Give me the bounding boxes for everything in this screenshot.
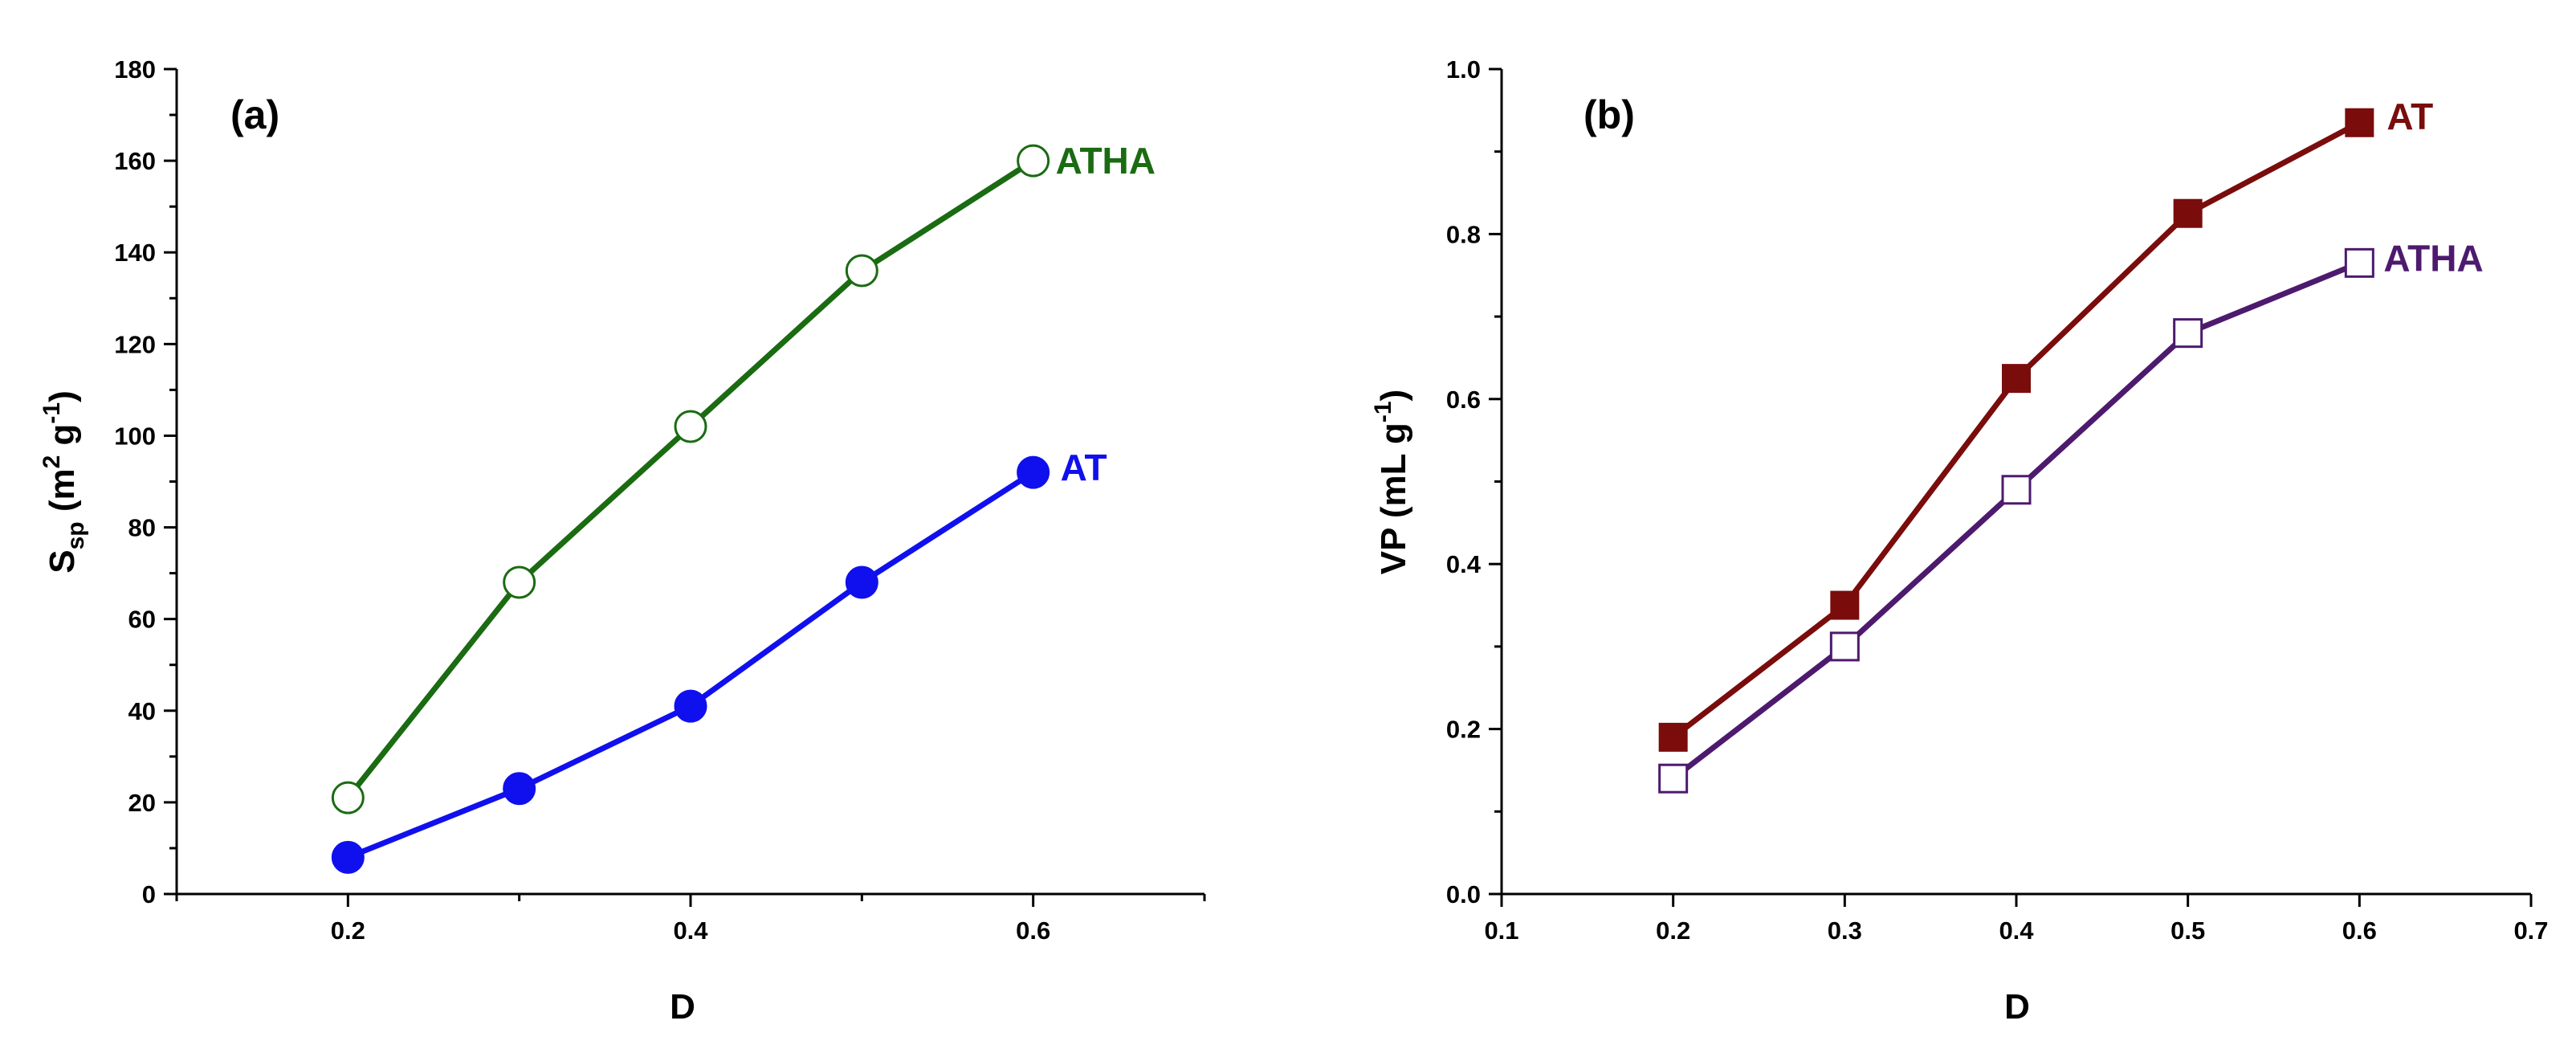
y-tick-label: 1.0 (1446, 55, 1481, 84)
y-title-a-rest: (m (43, 468, 82, 521)
y-title-a-sup2: -1 (39, 402, 65, 424)
x-tick-label: 0.6 (1016, 916, 1050, 945)
series-a: ATHA AT (331, 140, 1156, 874)
y-tick-label: 40 (128, 697, 156, 725)
x-tick-label: 0.5 (2170, 916, 2205, 945)
data-point-at-0 (1658, 722, 1688, 752)
y-tick-label: 100 (114, 422, 156, 450)
panel-a-label: (a) (230, 92, 279, 137)
data-point-atha-4 (1017, 144, 1050, 178)
y-title-a-sup1: 2 (39, 455, 65, 469)
x-tick-label: 0.7 (2513, 916, 2548, 945)
y-tick-label: 0 (142, 880, 156, 908)
y-title-b-sup: -1 (1370, 401, 1396, 423)
series-line-atha (1671, 260, 2361, 781)
x-axis-title-a: D (670, 987, 695, 1027)
x-tick-label: 0.1 (1484, 916, 1518, 945)
x-axis-title-b: D (2004, 987, 2030, 1027)
y-title-a-sub: sp (63, 521, 89, 549)
series-line-at (1671, 120, 2361, 740)
x-tick-label: 0.6 (2342, 916, 2377, 945)
y-title-a-mid: g (43, 424, 82, 455)
ticks-a: 0.2 0.4 0.6 0 20 40 60 80 100 120 140 160 180 (114, 55, 1206, 945)
panel-b-label: (b) (1584, 92, 1635, 137)
data-point-at-1 (503, 772, 536, 806)
data-point-at-4 (1017, 455, 1050, 489)
series-label-at: AT (1061, 447, 1107, 488)
data-point-atha-1 (503, 565, 536, 599)
series-b: AT ATHA (1658, 96, 2484, 794)
y-tick-label: 0.4 (1446, 550, 1482, 578)
data-point-at-4 (2345, 108, 2374, 137)
y-title-a-end: ) (43, 390, 82, 402)
y-tick-label: 120 (114, 330, 156, 358)
y-tick-label: 80 (128, 514, 156, 542)
y-axis-title-a: Ssp (m2 g-1) (39, 390, 89, 574)
data-point-atha-2 (674, 410, 707, 443)
data-point-at-3 (845, 565, 878, 599)
x-tick-label: 0.4 (673, 916, 708, 945)
y-tick-label: 0.2 (1446, 716, 1481, 744)
data-point-atha-0 (1658, 763, 1689, 794)
y-title-b-end: ) (1374, 390, 1413, 402)
y-title-a-main: S (43, 549, 82, 573)
chart-panel-b: 0.1 0.2 0.3 0.4 0.5 0.6 0.70.00.20.40.60.81.0 … (1370, 55, 2549, 1027)
x-tick-label: 0.3 (1828, 916, 1862, 945)
series-label-atha: ATHA (2383, 237, 2483, 279)
series-label-at: AT (2386, 96, 2433, 137)
y-tick-label: 0.8 (1446, 220, 1481, 248)
data-point-atha-2 (2001, 475, 2032, 505)
y-tick-label: 180 (114, 55, 156, 84)
data-point-at-3 (2173, 198, 2203, 228)
data-point-atha-3 (845, 254, 878, 288)
data-point-atha-4 (2344, 247, 2374, 278)
data-point-atha-0 (331, 781, 365, 814)
data-point-at-1 (1830, 590, 1860, 620)
data-point-atha-3 (2173, 318, 2203, 349)
y-tick-label: 160 (114, 147, 156, 175)
y-axis-title-b: VP (mL g-1) (1370, 390, 1413, 574)
ticks-b: 0.1 0.2 0.3 0.4 0.5 0.6 0.7 0.0 0.2 0.4 0.6 0.8 1.0 (1446, 55, 2549, 945)
x-tick-label: 0.4 (1999, 916, 2034, 945)
y-tick-label: 60 (128, 606, 156, 634)
data-point-at-2 (674, 689, 707, 723)
data-point-at-2 (2002, 364, 2031, 394)
data-point-atha-1 (1829, 631, 1860, 662)
data-point-at-0 (331, 840, 365, 874)
y-tick-label: 0.6 (1446, 386, 1481, 414)
x-tick-label: 0.2 (1656, 916, 1690, 945)
y-title-b-main: VP (mL g (1374, 423, 1413, 574)
y-tick-label: 140 (114, 239, 156, 267)
y-tick-label: 20 (128, 789, 156, 817)
x-tick-label: 0.2 (331, 916, 365, 945)
series-label-atha: ATHA (1056, 140, 1156, 182)
y-tick-label: 0.0 (1446, 880, 1481, 908)
